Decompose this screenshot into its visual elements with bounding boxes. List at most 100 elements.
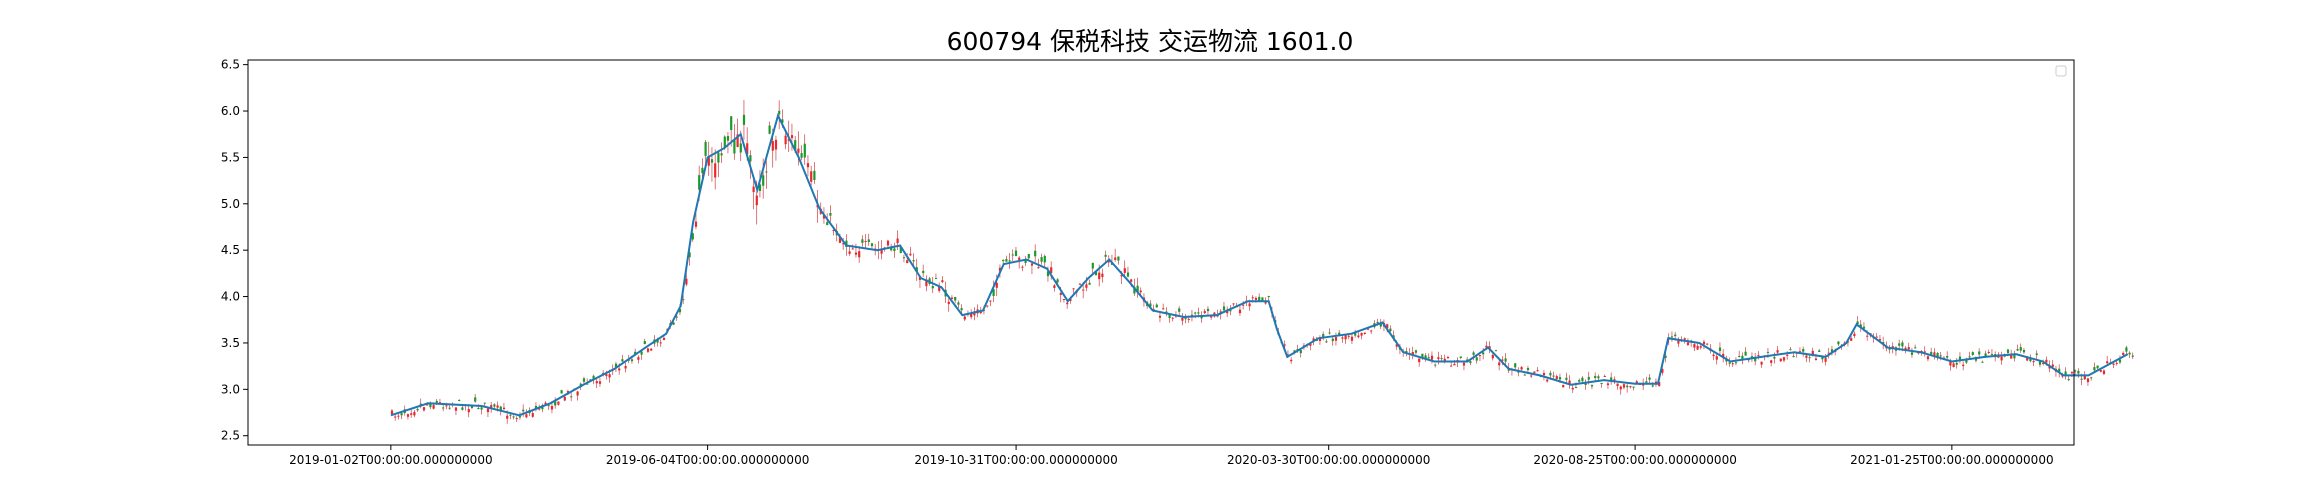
candle-body xyxy=(1696,345,1699,350)
candle-body xyxy=(1037,267,1040,269)
candle-body xyxy=(1722,353,1725,358)
candle-body xyxy=(800,153,803,158)
candle-body xyxy=(1184,317,1187,320)
candle-body xyxy=(1309,343,1312,346)
candle-body xyxy=(1072,288,1075,290)
candle-body xyxy=(1792,356,1795,357)
candle-body xyxy=(1814,358,1818,361)
candle-body xyxy=(560,390,563,394)
candle-body xyxy=(1853,333,1856,336)
candle-body xyxy=(794,140,797,151)
candle-body xyxy=(1450,365,1453,367)
candle-body xyxy=(1050,267,1053,274)
candle-body xyxy=(1578,380,1581,382)
y-tick-label: 4.0 xyxy=(221,290,240,304)
candle-body xyxy=(1120,274,1123,277)
candle-body xyxy=(2070,372,2074,374)
candle-body xyxy=(643,341,646,345)
candle-body xyxy=(1222,306,1226,311)
candle-body xyxy=(1594,375,1597,378)
candle-body xyxy=(406,414,410,417)
candle-body xyxy=(893,248,896,252)
candle-body xyxy=(502,407,506,410)
candle-body xyxy=(1434,364,1437,366)
candle-body xyxy=(1360,332,1363,336)
candle-body xyxy=(486,408,490,413)
candle-body xyxy=(1850,338,1853,341)
candle-body xyxy=(1194,312,1197,314)
candle-body xyxy=(608,374,611,378)
candle-body xyxy=(1248,303,1251,307)
candle-body xyxy=(1155,304,1158,308)
candle-body xyxy=(454,407,458,411)
candle-body xyxy=(1322,334,1325,338)
candle-body xyxy=(1613,379,1616,382)
candle-body xyxy=(1802,349,1805,352)
candle-body xyxy=(842,243,845,245)
candle-body xyxy=(1347,335,1350,337)
candle-body xyxy=(1104,254,1107,257)
candle-body xyxy=(1370,330,1373,332)
candle-body xyxy=(1062,299,1066,300)
candle-body xyxy=(758,184,762,191)
candle-body xyxy=(1405,351,1408,353)
candle-body xyxy=(1469,361,1472,364)
candle-body xyxy=(1971,352,1974,355)
candle-body xyxy=(1002,259,1005,262)
candle-body xyxy=(1875,336,1878,338)
candle-body xyxy=(998,267,1002,272)
candle-body xyxy=(1418,358,1421,363)
candle-body xyxy=(1514,363,1517,368)
axes-group: 2.5 3.0 3.5 4.0 4.5 5.0 5.5 6.0 6.5 2019-01-02T00… xyxy=(221,58,2075,467)
candle-body xyxy=(1552,375,1555,377)
candle-body xyxy=(2093,367,2096,371)
candle-body xyxy=(1904,347,1907,350)
candle-body xyxy=(730,116,733,130)
candle-body xyxy=(1357,335,1360,338)
candle-body xyxy=(906,260,909,264)
candle-body xyxy=(691,233,694,240)
candle-body xyxy=(1440,358,1443,360)
candle-body xyxy=(448,407,451,409)
candle-body xyxy=(1984,353,1987,357)
candle-body xyxy=(550,406,554,410)
candle-body xyxy=(1350,336,1354,341)
candle-body xyxy=(762,175,765,186)
candle-body xyxy=(1798,351,1802,353)
candle-body xyxy=(429,403,432,408)
candle-body xyxy=(1482,352,1485,355)
candle-body xyxy=(1520,367,1523,370)
candle-body xyxy=(1466,359,1469,362)
candle-body xyxy=(499,406,502,411)
candle-body xyxy=(1859,324,1862,327)
candle-body xyxy=(1293,350,1296,352)
candle-body xyxy=(938,286,941,291)
candle-body xyxy=(1622,384,1626,388)
candle-body xyxy=(2102,370,2106,374)
candle-body xyxy=(618,368,621,371)
candle-body xyxy=(838,236,842,243)
candle-body xyxy=(1789,349,1792,351)
candle-body xyxy=(880,249,883,254)
candle-body xyxy=(1779,358,1782,362)
y-tick-label: 2.5 xyxy=(221,429,240,443)
candle-body xyxy=(1936,353,1939,357)
candle-body xyxy=(1197,312,1200,314)
candle-body xyxy=(1706,343,1709,345)
candle-body xyxy=(1043,255,1046,263)
candle-body xyxy=(682,299,685,301)
candle-body xyxy=(806,163,810,168)
candle-body xyxy=(1091,262,1094,269)
candle-body xyxy=(950,297,954,300)
candle-body xyxy=(1526,368,1530,371)
candle-body xyxy=(1139,290,1142,293)
candle-body xyxy=(1286,354,1290,356)
candle-body xyxy=(1616,383,1619,386)
candle-body xyxy=(912,260,915,262)
candle-body xyxy=(701,167,704,174)
candle-body xyxy=(1165,311,1168,313)
candle-body xyxy=(1658,382,1661,386)
candle-body xyxy=(422,407,426,411)
candle-body xyxy=(2099,370,2102,372)
ma-line xyxy=(390,112,2129,417)
